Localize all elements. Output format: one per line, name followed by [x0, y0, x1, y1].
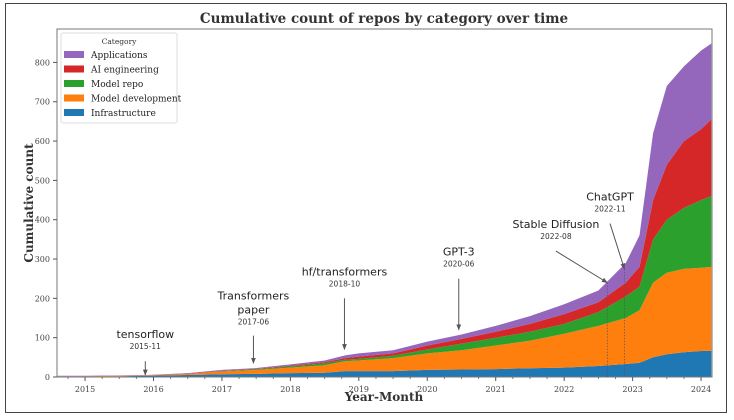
annotation-arrow — [555, 250, 608, 284]
y-tick-label: 400 — [35, 216, 50, 225]
legend-swatch — [64, 51, 84, 58]
annotation-date: 2022-08 — [540, 232, 572, 241]
annotation-label: paper — [237, 304, 269, 317]
area-infrastructure — [57, 350, 712, 377]
y-tick-label: 200 — [35, 294, 50, 303]
annotation-date: 2017-06 — [238, 318, 270, 327]
x-tick-label: 2020 — [417, 385, 437, 394]
chart-frame — [5, 3, 727, 413]
y-tick-label: 500 — [35, 176, 50, 185]
annotation-label: Transformers — [217, 290, 290, 303]
y-tick-label: 600 — [35, 137, 50, 146]
x-tick-label: 2015 — [75, 385, 95, 394]
legend-swatch — [64, 94, 84, 102]
legend-swatch — [64, 109, 84, 116]
chart-title: Cumulative count of repos by category ov… — [200, 11, 568, 27]
annotation-date: 2018-10 — [329, 279, 361, 288]
y-tick-label: 100 — [35, 334, 50, 343]
legend-label: AI engineering — [90, 66, 159, 76]
annotation-date: 2022-11 — [594, 205, 626, 214]
x-tick-label: 2018 — [280, 385, 300, 394]
y-tick-label: 0 — [45, 373, 50, 382]
legend-label: Model development — [91, 95, 182, 105]
legend-label: Model repo — [91, 80, 143, 90]
x-tick-label: 2022 — [554, 385, 574, 394]
x-tick-label: 2017 — [212, 385, 232, 394]
legend: Category Applications AI engineering Model … — [60, 32, 182, 124]
area-model-repo — [57, 196, 712, 377]
legend-swatch — [64, 80, 84, 87]
x-tick-label: 2023 — [622, 385, 642, 394]
x-tick-label: 2024 — [691, 385, 711, 394]
area-model-development — [57, 266, 712, 377]
annotation-date: 2020-06 — [443, 260, 475, 269]
annotation-label: ChatGPT — [586, 191, 634, 204]
plot-border — [56, 28, 713, 378]
y-tick-label: 700 — [35, 98, 50, 107]
annotation-label: GPT-3 — [443, 246, 475, 259]
annotation-label: tensorflow — [116, 328, 174, 341]
annotation-date: 2015-11 — [130, 342, 162, 351]
legend-label: Infrastructure — [91, 109, 156, 119]
y-tick-label: 800 — [35, 58, 50, 67]
x-axis-label: Year-Month — [344, 390, 424, 404]
y-axis-label: Cumulative count — [22, 143, 36, 263]
x-tick-label: 2016 — [143, 385, 163, 394]
x-tick-label: 2019 — [349, 385, 369, 394]
legend-label: Applications — [90, 51, 148, 61]
x-tick-label: 2021 — [486, 385, 506, 394]
annotation-label: Stable Diffusion — [512, 218, 599, 231]
annotation-label: hf/transformers — [302, 265, 388, 278]
annotation-arrow — [609, 223, 626, 270]
legend-swatch — [64, 65, 84, 73]
y-tick-label: 300 — [35, 255, 50, 264]
legend-title: Category — [102, 37, 138, 46]
legend-box — [60, 32, 178, 124]
